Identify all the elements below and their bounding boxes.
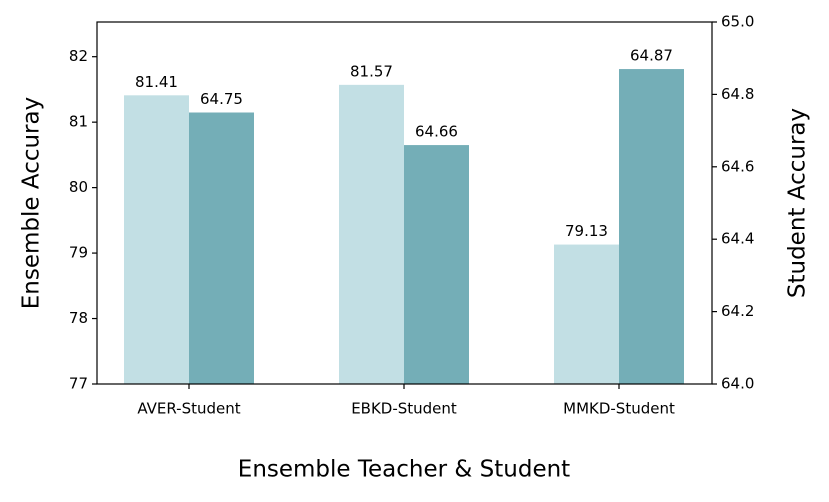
y2-axis-label: Student Accuray (785, 108, 811, 298)
y-axis-label: Ensemble Accuray (19, 97, 45, 309)
bar (189, 112, 254, 384)
y2-tick-label: 64.4 (721, 230, 754, 248)
y2-tick-label: 64.6 (721, 157, 754, 175)
bar (554, 244, 619, 384)
y-tick-label: 78 (69, 309, 88, 327)
value-label: 81.41 (135, 73, 178, 91)
x-tick-label: MMKD-Student (563, 400, 675, 418)
value-label: 81.57 (350, 62, 393, 80)
value-label: 64.75 (200, 90, 243, 108)
value-label: 79.13 (565, 222, 608, 240)
x-axis-label: Ensemble Teacher & Student (238, 457, 570, 483)
plot-frame (96, 21, 713, 385)
y2-tick-label: 64.2 (721, 302, 754, 320)
bar (619, 69, 684, 384)
y-tick-label: 79 (69, 244, 88, 262)
x-tick-label: EBKD-Student (351, 400, 457, 418)
bar (124, 95, 189, 384)
y-tick-label: 77 (69, 375, 88, 393)
value-label: 64.66 (415, 123, 458, 141)
y-tick-label: 82 (69, 47, 88, 65)
bar (404, 145, 469, 384)
y2-tick-label: 65.0 (721, 13, 754, 31)
y2-tick-label: 64.8 (721, 85, 754, 103)
bar (339, 84, 404, 384)
y-tick-label: 81 (69, 113, 88, 131)
y2-tick-label: 64.0 (721, 375, 754, 393)
value-label: 64.87 (630, 47, 673, 65)
x-tick-label: AVER-Student (137, 400, 240, 418)
y-tick-label: 80 (69, 178, 88, 196)
